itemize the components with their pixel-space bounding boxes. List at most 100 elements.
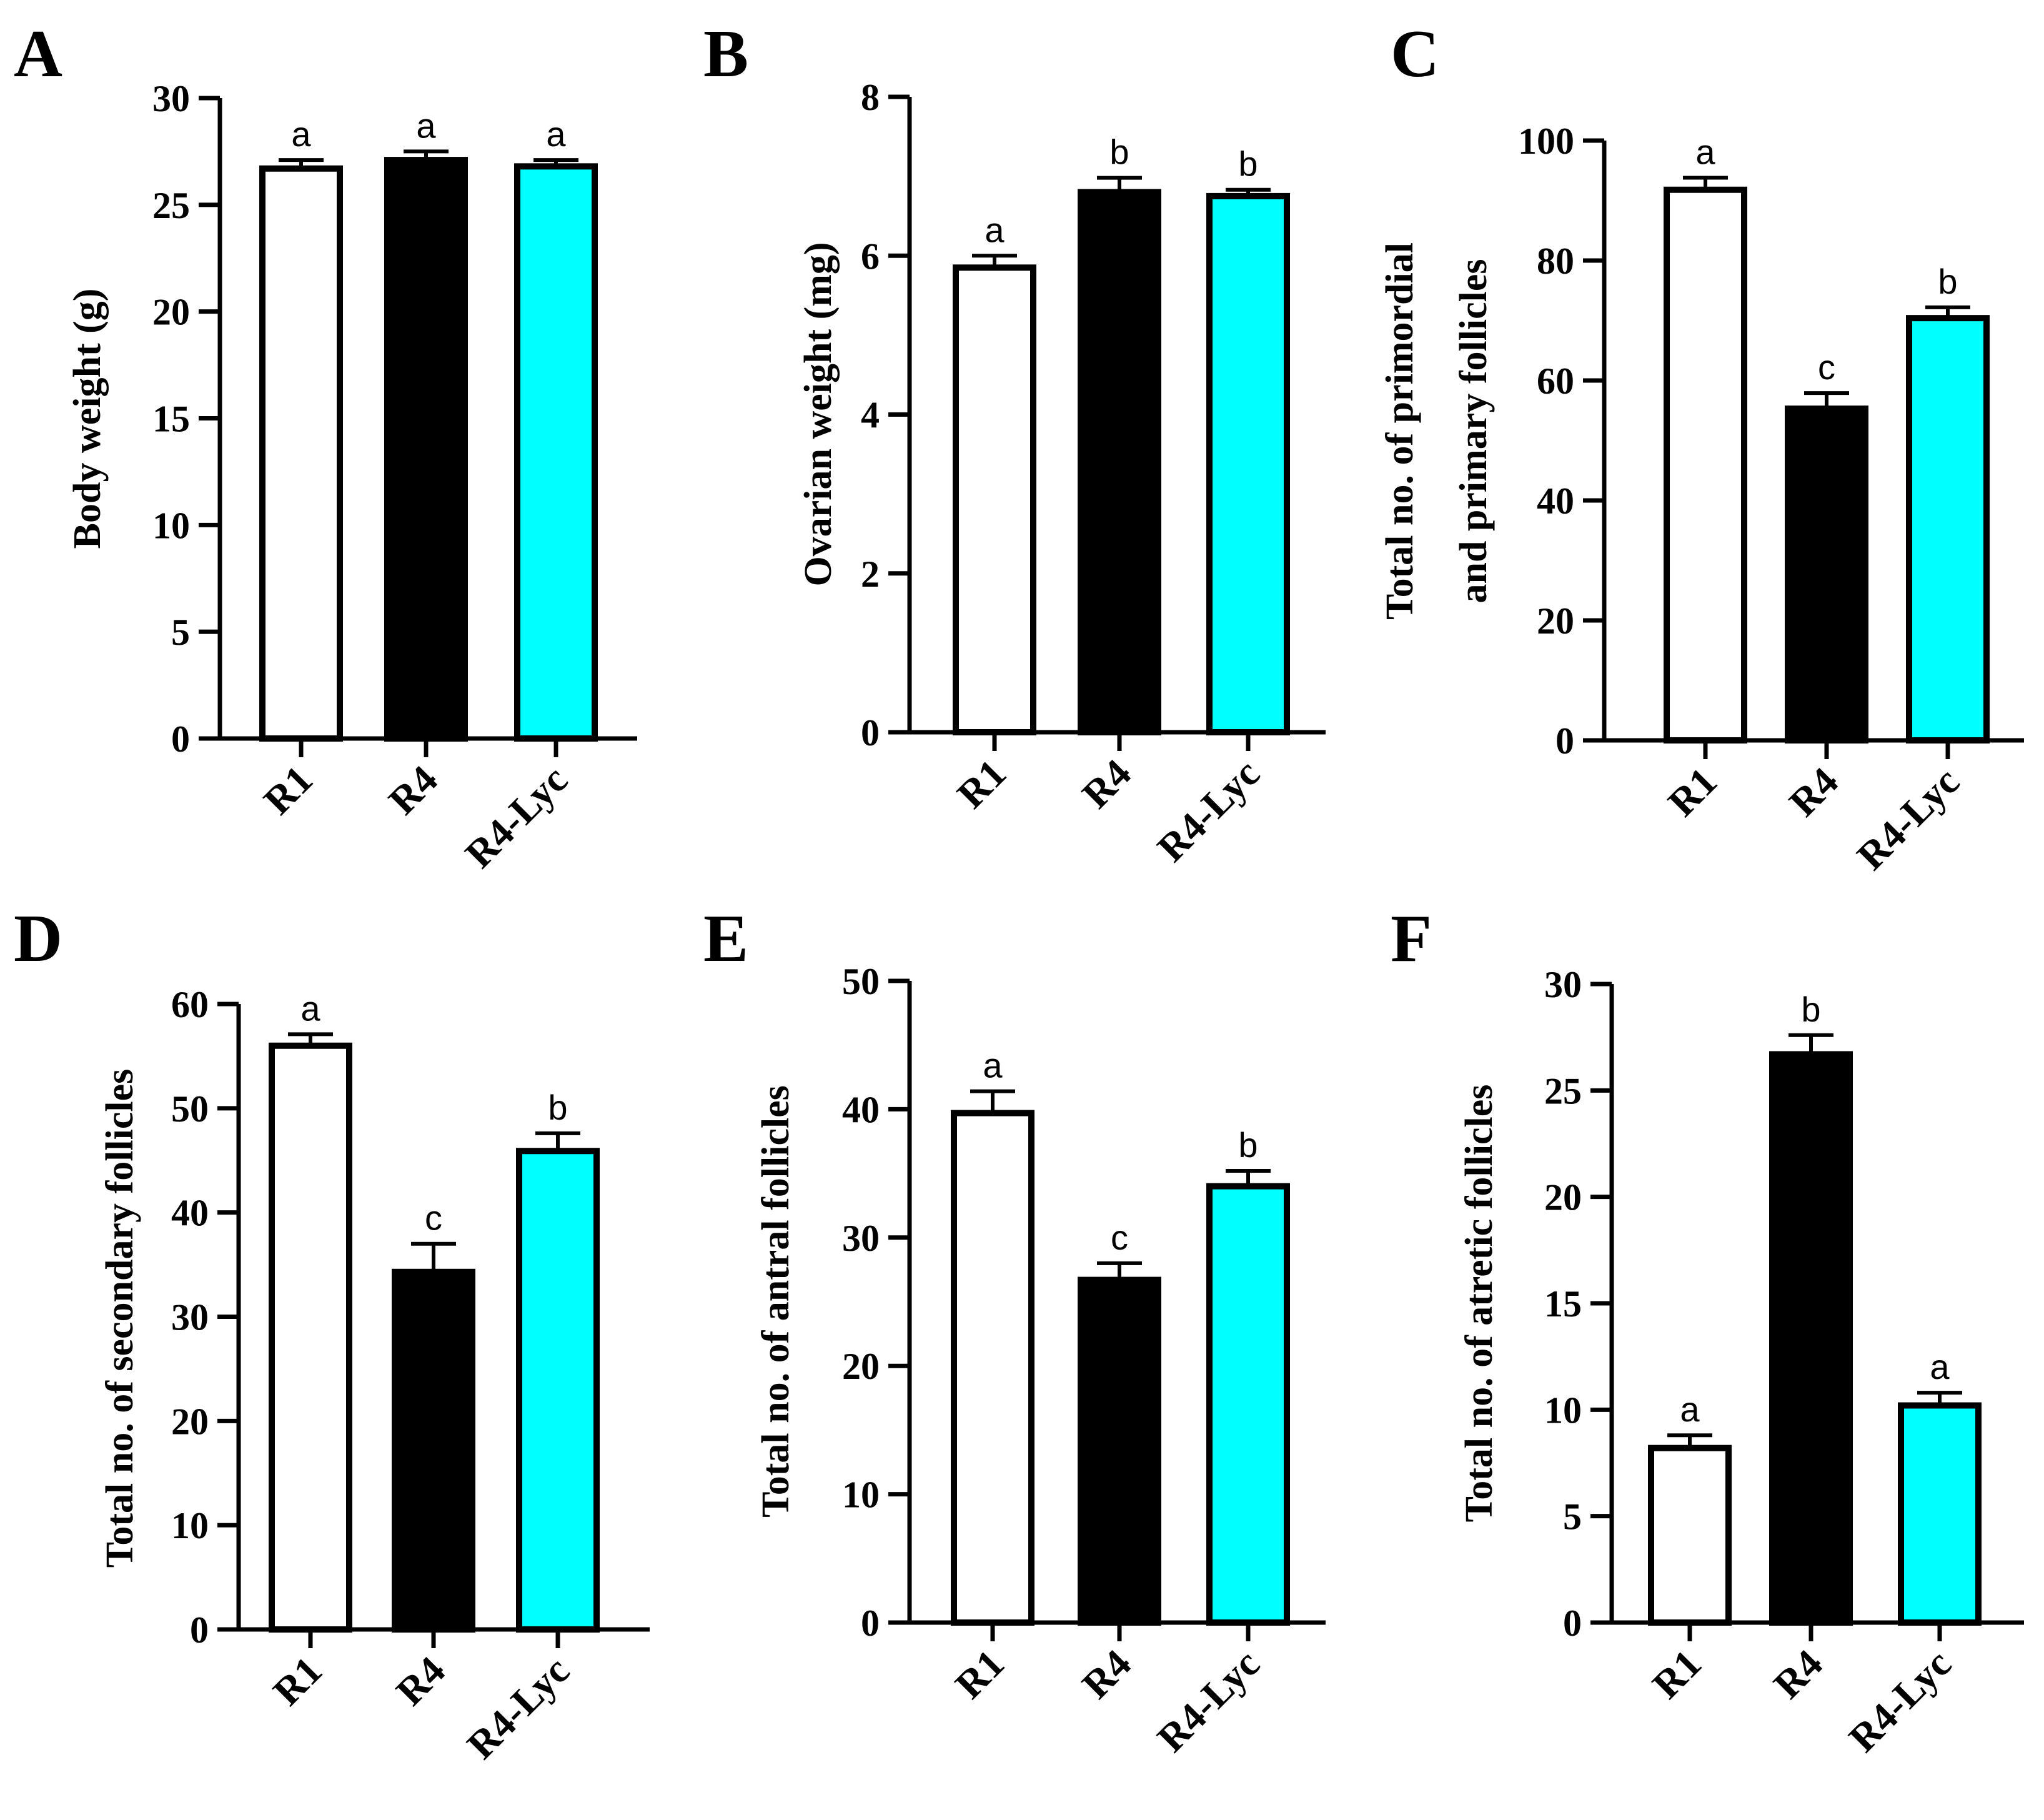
x-category-label: R4-Lyc xyxy=(1848,759,1968,878)
panel-f: F 0 5 10 15 20 25 30 Total no. of atretic follic… xyxy=(1391,902,2024,1761)
x-category-label: R1 xyxy=(946,1641,1013,1708)
y-axis-title: Total no. of antral follicles xyxy=(755,1085,797,1518)
significance-label: a xyxy=(985,210,1005,249)
x-category-label: R4-Lyc xyxy=(459,1648,578,1768)
significance-label: b xyxy=(1238,144,1258,184)
y-axis-title: Total no. of primordial and primary folli… xyxy=(1379,242,1495,620)
y-tick-label: 40 xyxy=(1537,480,1574,522)
bar-r1 xyxy=(1664,186,1747,744)
y-tick-label: 50 xyxy=(171,1088,209,1130)
bar-r4-lyc xyxy=(1906,315,1990,744)
bar-r1 xyxy=(953,264,1036,736)
x-category-label: R4 xyxy=(1073,751,1139,817)
significance-label: a xyxy=(291,114,311,154)
y-tick-label: 10 xyxy=(1544,1390,1582,1431)
y-tick-label: 10 xyxy=(171,1505,209,1546)
y-axis-title-line: Total no. of atretic follicles xyxy=(1458,1085,1501,1523)
x-category-label: R4 xyxy=(1765,1641,1831,1708)
y-tick-label: 0 xyxy=(861,1603,880,1644)
y-tick-label: 6 xyxy=(861,236,880,277)
y-axis-title: Total no. of atretic follicles xyxy=(1458,1085,1501,1523)
bar-r4-lyc xyxy=(1206,1183,1290,1626)
panel-letter: D xyxy=(14,902,62,976)
y-tick-label: 20 xyxy=(842,1346,880,1387)
y-tick-label: 15 xyxy=(1544,1283,1582,1325)
y-tick-label: 30 xyxy=(152,78,190,119)
y-tick-label: 20 xyxy=(152,292,190,333)
y-axis-title-line: and primary follicles xyxy=(1452,259,1495,603)
x-category-label: R4-Lyc xyxy=(1840,1641,1960,1761)
bar-r1 xyxy=(951,1110,1034,1626)
x-category-label: R1 xyxy=(1659,759,1725,825)
y-tick-label: 4 xyxy=(861,395,880,436)
significance-label: a xyxy=(300,988,320,1028)
panel-letter: A xyxy=(14,17,62,91)
panel-a: A 0 5 10 15 20 25 30 Body weight (g) a R1 a R4 a R4-Ly… xyxy=(14,17,637,877)
y-tick-label: 5 xyxy=(1563,1496,1582,1538)
bar-r4 xyxy=(1078,1276,1161,1626)
significance-label: c xyxy=(425,1198,442,1238)
y-tick-label: 0 xyxy=(171,719,190,760)
y-tick-label: 80 xyxy=(1537,241,1574,282)
x-category-label: R1 xyxy=(948,751,1015,817)
bar-r4 xyxy=(384,157,468,742)
y-tick-label: 2 xyxy=(861,554,880,595)
y-tick-label: 30 xyxy=(842,1218,880,1259)
y-axis-title: Ovarian weight (mg) xyxy=(797,242,840,586)
x-category-label: R4 xyxy=(387,1648,454,1714)
significance-label: b xyxy=(1801,990,1820,1029)
significance-label: a xyxy=(1680,1390,1700,1429)
significance-label: a xyxy=(1695,132,1715,172)
y-tick-label: 40 xyxy=(171,1193,209,1234)
x-category-label: R1 xyxy=(1644,1641,1710,1708)
y-tick-label: 30 xyxy=(171,1297,209,1338)
bar-r4 xyxy=(1785,405,1868,743)
y-tick-label: 60 xyxy=(1537,361,1574,402)
bar-r4-lyc xyxy=(514,163,598,742)
y-tick-label: 25 xyxy=(152,185,190,226)
y-axis-title-line: Total no. of antral follicles xyxy=(755,1085,797,1518)
panel-b: B 0 2 4 6 8 Ovarian weight (mg) a R1 b R4 b R4-Lyc xyxy=(703,17,1326,870)
significance-label: a xyxy=(416,106,436,145)
panel-letter: E xyxy=(703,902,748,976)
panel-letter: F xyxy=(1391,902,1432,976)
bar-r1 xyxy=(1648,1445,1732,1626)
x-category-label: R4 xyxy=(1073,1641,1139,1708)
y-tick-label: 50 xyxy=(842,961,880,1002)
bar-r1 xyxy=(259,165,343,742)
x-category-label: R4-Lyc xyxy=(1149,751,1268,870)
x-category-label: R1 xyxy=(264,1648,330,1714)
significance-label: c xyxy=(1818,347,1835,387)
y-tick-label: 30 xyxy=(1544,964,1582,1005)
y-tick-label: 20 xyxy=(171,1401,209,1442)
x-category-label: R4 xyxy=(380,757,446,823)
significance-label: a xyxy=(1930,1347,1950,1386)
panel-e: E 0 10 20 30 40 50 Total no. of antral follicle… xyxy=(703,902,1326,1761)
x-category-label: R4-Lyc xyxy=(457,757,576,877)
y-axis-title-line: Total no. of secondary follicles xyxy=(99,1069,141,1568)
y-axis-title: Total no. of secondary follicles xyxy=(99,1069,141,1568)
y-tick-label: 0 xyxy=(190,1609,209,1651)
significance-label: b xyxy=(1938,262,1957,301)
y-tick-label: 20 xyxy=(1544,1177,1582,1218)
significance-label: c xyxy=(1111,1218,1128,1257)
x-category-label: R4 xyxy=(1780,759,1847,825)
y-tick-label: 60 xyxy=(171,984,209,1025)
y-tick-label: 0 xyxy=(1563,1603,1582,1644)
y-tick-label: 10 xyxy=(152,505,190,546)
bar-r4 xyxy=(1769,1051,1853,1626)
significance-label: b xyxy=(1238,1125,1258,1165)
significance-label: b xyxy=(1109,132,1129,172)
x-category-label: R4-Lyc xyxy=(1149,1641,1268,1761)
y-tick-label: 40 xyxy=(842,1089,880,1130)
panel-d: D 0 10 20 30 40 50 60 Total no. of secondary fol… xyxy=(14,902,650,1768)
y-tick-label: 8 xyxy=(861,77,880,118)
y-tick-label: 0 xyxy=(861,712,880,753)
y-axis-title: Body weight (g) xyxy=(66,289,109,549)
bar-r4-lyc xyxy=(516,1148,600,1633)
y-tick-label: 15 xyxy=(152,399,190,440)
y-tick-label: 100 xyxy=(1518,121,1574,162)
panel-letter: C xyxy=(1391,17,1439,91)
bar-r4 xyxy=(1078,189,1161,735)
